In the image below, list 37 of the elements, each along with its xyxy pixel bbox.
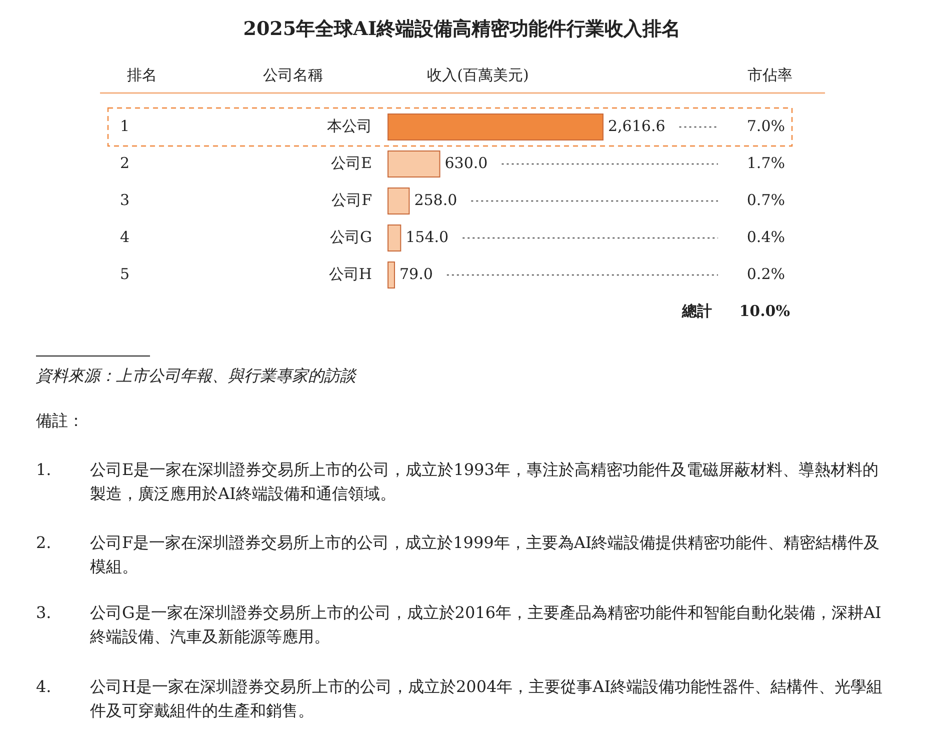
text: 10.0% bbox=[739, 302, 790, 320]
text: 0.7% bbox=[746, 190, 785, 209]
text: 7.0% bbox=[746, 116, 785, 135]
text: 2. bbox=[36, 532, 52, 554]
text: 收入(百萬美元) bbox=[427, 66, 529, 84]
y-tick-label: 本公司 bbox=[327, 116, 372, 135]
data-label: 154.0 bbox=[406, 228, 449, 246]
text: 排名 bbox=[127, 66, 157, 84]
text: 1. bbox=[36, 459, 52, 481]
text: 市佔率 bbox=[748, 66, 792, 84]
text: 5 bbox=[120, 264, 130, 283]
source-note: 資料來源：上市公司年報、與行業專家的訪談 bbox=[36, 366, 357, 386]
text: 2 bbox=[120, 154, 130, 172]
text: 公司H是一家在深圳證券交易所上市的公司，成立於2004年，主要從事AI終端設備功能性器件、結構件、光學組件及可穿戴組件的生產和銷售。 bbox=[90, 676, 884, 722]
y-tick-label: 公司H bbox=[328, 264, 372, 283]
text: 公司名稱 bbox=[263, 66, 323, 84]
y-tick-label: 公司G bbox=[330, 228, 372, 246]
text: 0.2% bbox=[746, 264, 785, 283]
text: 公司F是一家在深圳證券交易所上市的公司，成立於1999年，主要為AI終端設備提供精密功能件、精密結構件及模組。 bbox=[90, 532, 881, 578]
data-label: 630.0 bbox=[444, 154, 488, 172]
text: 公司G是一家在深圳證券交易所上市的公司，成立於2016年，主要產品為精密功能件和智能自動化裝備，深耕AI終端設備、汽車及新能源等應用。 bbox=[90, 602, 882, 648]
text: 1 bbox=[120, 116, 130, 135]
text: 0.4% bbox=[746, 228, 785, 246]
y-tick-label: 公司E bbox=[331, 154, 372, 172]
text: 總計 bbox=[681, 302, 712, 320]
data-label: 2,616.6 bbox=[608, 116, 666, 135]
data-label: 79.0 bbox=[399, 264, 433, 283]
chart-title: 2025年全球AI終端設備高精密功能件行業收入排名 bbox=[243, 18, 681, 40]
text: 4 bbox=[120, 228, 130, 246]
text: 1.7% bbox=[746, 154, 785, 172]
y-tick-label: 公司F bbox=[332, 190, 372, 209]
text: 4. bbox=[36, 676, 52, 698]
text: 3 bbox=[120, 190, 130, 209]
data-label: 258.0 bbox=[414, 190, 458, 209]
text: 備註： bbox=[36, 410, 84, 432]
text: 3. bbox=[36, 602, 52, 624]
text: 公司E是一家在深圳證券交易所上市的公司，成立於1993年，專注於高精密功能件及電磁屏蔽材料、導熱材料的製造，廣泛應用於AI終端設備和通信領域。 bbox=[90, 459, 880, 505]
